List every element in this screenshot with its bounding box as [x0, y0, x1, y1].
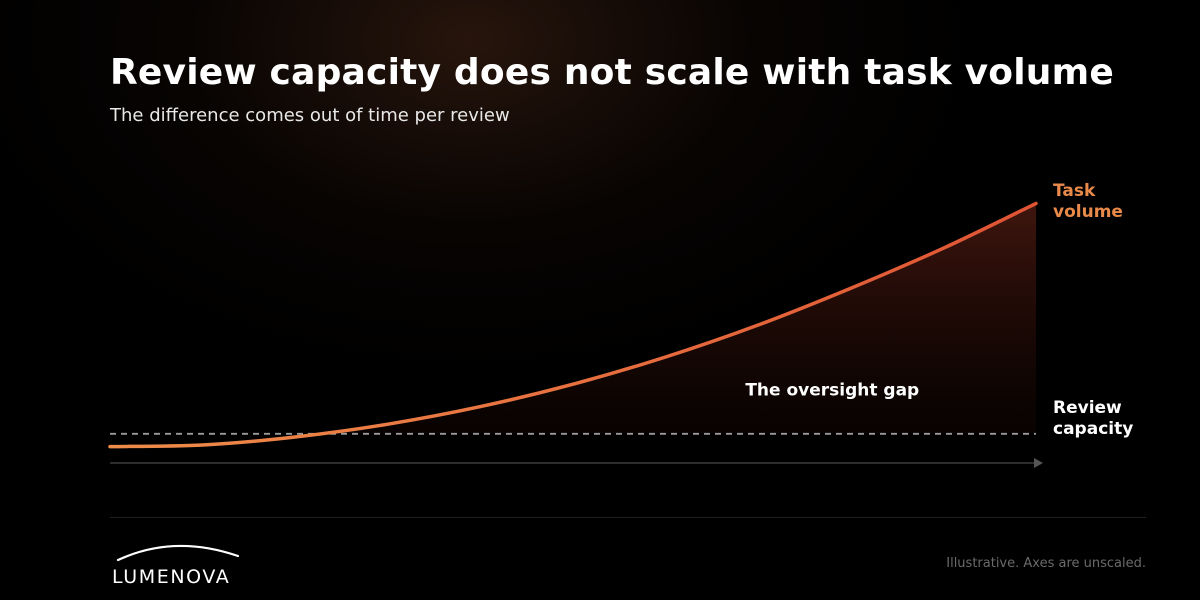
oversight-gap-label: The oversight gap — [745, 380, 919, 400]
task-volume-line — [108, 201, 1038, 449]
logo-wordmark: LUMENOVA — [112, 566, 231, 588]
oversight-gap-area — [321, 203, 1036, 434]
lumenova-logo: LUMENOVA — [110, 536, 270, 592]
footnote: Illustrative. Axes are unscaled. — [946, 556, 1146, 571]
logo-arc-icon — [116, 544, 240, 562]
footer-divider — [110, 517, 1146, 518]
review-capacity-label: Review capacity — [1053, 398, 1133, 439]
task-volume-label: Task volume — [1053, 181, 1123, 222]
x-axis-arrow-icon — [1034, 458, 1043, 468]
chart-subtitle: The difference comes out of time per rev… — [110, 105, 510, 126]
chart-title: Review capacity does not scale with task… — [110, 52, 1114, 93]
